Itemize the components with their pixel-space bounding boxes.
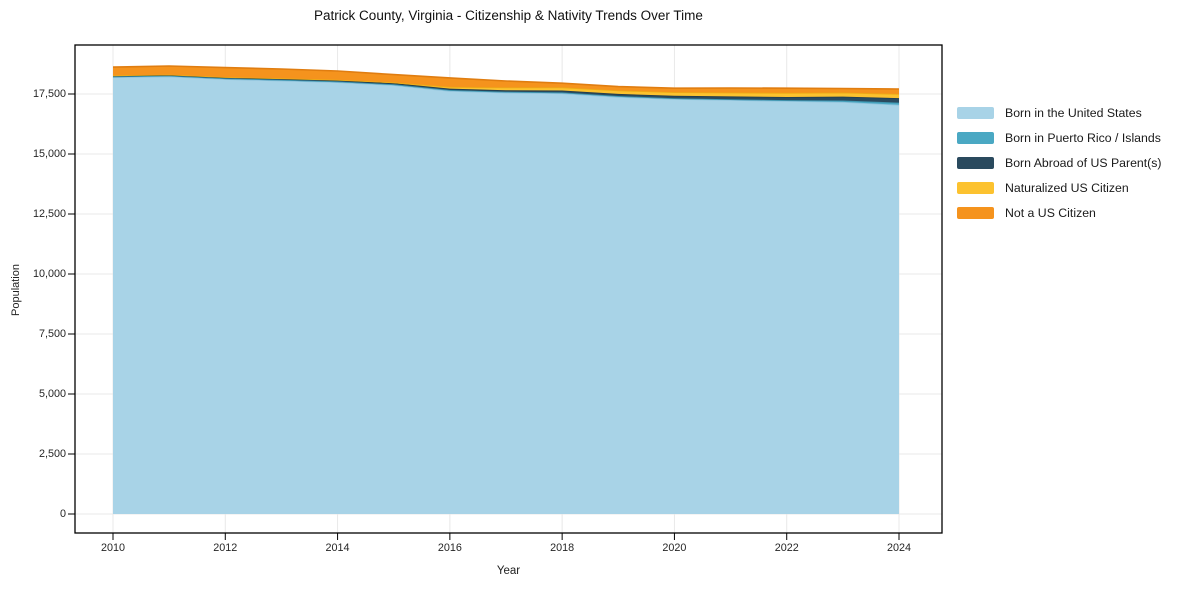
x-tick-label: 2014 [325, 542, 350, 554]
legend-swatch [957, 157, 994, 169]
area-series-edge [112, 65, 900, 90]
x-tick-label: 2018 [550, 542, 575, 554]
chart-title: Patrick County, Virginia - Citizenship &… [314, 8, 703, 23]
legend-swatch [957, 207, 994, 219]
y-tick-label: 15,000 [32, 148, 66, 160]
legend-swatch [957, 132, 994, 144]
plot-border [74, 44, 943, 534]
y-tick-label: 12,500 [32, 208, 66, 220]
legend-label: Born in Puerto Rico / Islands [1005, 131, 1161, 145]
legend-item: Not a US Citizen [957, 206, 1162, 220]
legend-label: Born Abroad of US Parent(s) [1005, 156, 1162, 170]
y-tick-label: 17,500 [32, 88, 66, 100]
legend: Born in the United States Born in Puerto … [957, 106, 1162, 232]
x-axis-label: Year [496, 565, 521, 577]
area-series [113, 74, 899, 99]
legend-swatch [957, 107, 994, 119]
legend-item: Born Abroad of US Parent(s) [957, 156, 1162, 170]
legend-item: Born in the United States [957, 106, 1162, 120]
legend-item: Born in Puerto Rico / Islands [957, 131, 1162, 145]
x-tick-label: 2016 [437, 542, 462, 554]
y-axis-label: Population [10, 264, 22, 316]
area-series [113, 74, 899, 103]
y-tick-label: 0 [59, 508, 66, 520]
legend-swatch [957, 182, 994, 194]
y-tick-label: 5,000 [38, 388, 66, 400]
y-tick-label: 7,500 [38, 328, 66, 340]
y-tick-label: 10,000 [32, 268, 66, 280]
legend-label: Not a US Citizen [1005, 206, 1096, 220]
y-tick-label: 2,500 [38, 448, 66, 460]
x-tick-label: 2012 [213, 542, 238, 554]
legend-label: Naturalized US Citizen [1005, 181, 1129, 195]
area-series [113, 66, 899, 94]
legend-label: Born in the United States [1005, 106, 1142, 120]
x-tick-label: 2010 [100, 542, 126, 554]
legend-item: Naturalized US Citizen [957, 181, 1162, 195]
area-series [113, 76, 899, 514]
x-tick-label: 2020 [662, 542, 687, 554]
x-tick-label: 2024 [886, 542, 912, 554]
x-tick-label: 2022 [774, 542, 799, 554]
